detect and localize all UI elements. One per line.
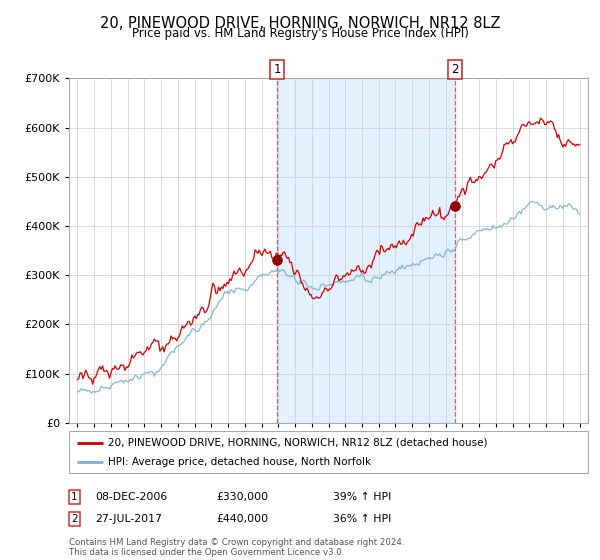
- Text: 20, PINEWOOD DRIVE, HORNING, NORWICH, NR12 8LZ (detached house): 20, PINEWOOD DRIVE, HORNING, NORWICH, NR…: [108, 437, 487, 447]
- Text: £440,000: £440,000: [216, 514, 268, 524]
- Text: Contains HM Land Registry data © Crown copyright and database right 2024.
This d: Contains HM Land Registry data © Crown c…: [69, 538, 404, 557]
- Text: 2: 2: [451, 63, 459, 76]
- Text: £330,000: £330,000: [216, 492, 268, 502]
- FancyBboxPatch shape: [69, 431, 588, 473]
- Text: 36% ↑ HPI: 36% ↑ HPI: [333, 514, 391, 524]
- Bar: [277, 78, 455, 423]
- Text: 20, PINEWOOD DRIVE, HORNING, NORWICH, NR12 8LZ: 20, PINEWOOD DRIVE, HORNING, NORWICH, NR…: [100, 16, 500, 31]
- Text: 1: 1: [273, 63, 281, 76]
- Text: 08-DEC-2006: 08-DEC-2006: [95, 492, 167, 502]
- Text: 27-JUL-2017: 27-JUL-2017: [95, 514, 161, 524]
- Text: Price paid vs. HM Land Registry's House Price Index (HPI): Price paid vs. HM Land Registry's House …: [131, 27, 469, 40]
- Text: 1: 1: [71, 492, 77, 502]
- Text: HPI: Average price, detached house, North Norfolk: HPI: Average price, detached house, Nort…: [108, 457, 371, 467]
- Text: 2: 2: [71, 514, 77, 524]
- Text: 39% ↑ HPI: 39% ↑ HPI: [333, 492, 391, 502]
